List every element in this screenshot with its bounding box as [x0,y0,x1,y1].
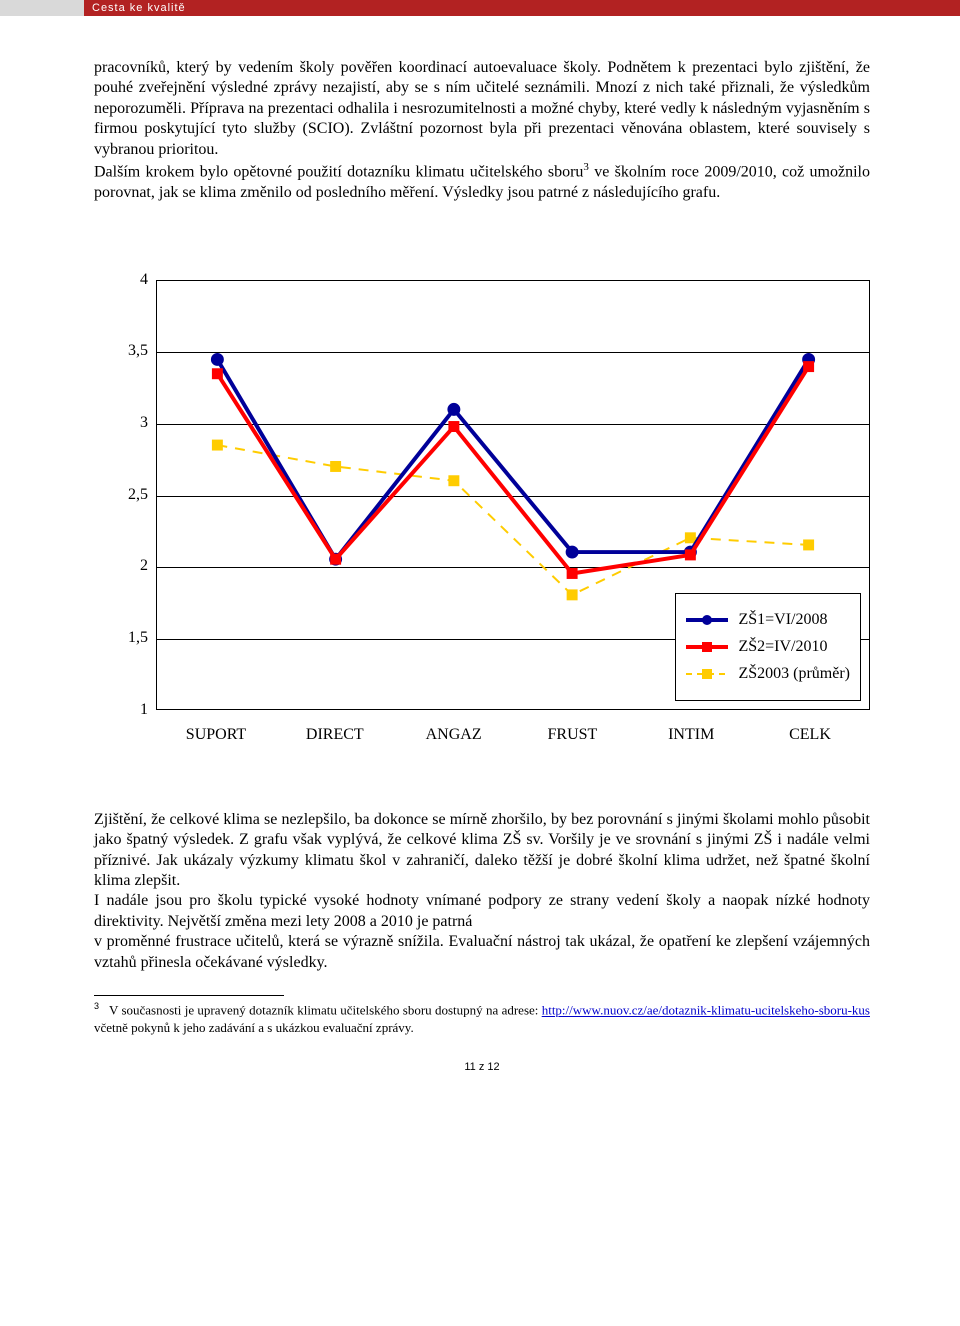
x-tick-label: CELK [789,726,831,744]
footnote-number: 3 [94,1001,99,1011]
legend-swatch [686,667,728,681]
series-marker [449,475,459,485]
header-bar: Cesta ke kvalitě [0,0,960,16]
paragraph-4: I nadále jsou pro školu typické vysoké h… [94,891,870,932]
series-marker [449,421,459,431]
chart-plot-area: ZŠ1=VI/2008 ZŠ2=IV/2010 ZŠ2003 (průměr) [156,280,870,710]
y-tick-label: 4 [140,271,148,289]
header-logo-block [0,0,84,16]
legend-row: ZŠ1=VI/2008 [686,611,850,629]
series-marker [804,540,814,550]
header-title: Cesta ke kvalitě [92,2,186,14]
series-marker [331,461,341,471]
x-tick-label: SUPORT [186,726,246,744]
page-content: pracovníků, který by vedením školy pověř… [0,18,960,1103]
series-marker [685,550,695,560]
series-marker [804,361,814,371]
legend-label: ZŠ1=VI/2008 [738,611,827,629]
series-marker [331,554,341,564]
series-marker [567,589,577,599]
footnote-3: 3 V současnosti je upravený dotazník kli… [94,1000,870,1036]
legend-label: ZŠ2=IV/2010 [738,638,827,656]
y-tick-label: 2 [140,557,148,575]
chart-container: 43,532,521,51 ZŠ1=VI/2008ZŠ2=IV/2010ZŠ20… [94,280,870,750]
x-tick-label: DIRECT [306,726,364,744]
y-tick-label: 3 [140,414,148,432]
footnote-link[interactable]: http://www.nuov.cz/ae/dotaznik-klimatu-u… [542,1003,870,1018]
series-line [217,359,808,559]
legend-label: ZŠ2003 (průměr) [738,665,850,683]
x-tick-label: ANGAZ [426,726,482,744]
y-tick-label: 1 [140,701,148,719]
series-line [217,366,808,573]
y-tick-label: 2,5 [128,486,148,504]
series-marker [685,532,695,542]
footnote-pre: V současnosti je upravený dotazník klima… [109,1003,542,1018]
paragraph-1-text: pracovníků, který by vedením školy pověř… [94,59,870,158]
chart-legend: ZŠ1=VI/2008 ZŠ2=IV/2010 ZŠ2003 (průměr) [675,593,861,701]
series-line [217,445,808,595]
series-marker [211,353,223,365]
legend-row: ZŠ2=IV/2010 [686,638,850,656]
paragraph-5: v proměnné frustrace učitelů, která se v… [94,932,870,973]
series-marker [566,546,578,558]
page-number: 11 z 12 [94,1061,870,1073]
paragraph-block-2: Zjištění, že celkové klima se nezlepšilo… [94,810,870,974]
y-tick-label: 1,5 [128,629,148,647]
footnote-post: včetně pokynů k jeho zadávání a s ukázko… [94,1020,414,1035]
series-marker [212,440,222,450]
x-tick-label: INTIM [668,726,714,744]
paragraph-3: Zjištění, že celkové klima se nezlepšilo… [94,810,870,892]
series-marker [567,568,577,578]
paragraph-2-pre: Dalším krokem bylo opětovné použití dota… [94,164,583,181]
series-marker [212,368,222,378]
legend-swatch [686,613,728,627]
series-marker [448,403,460,415]
x-tick-label: FRUST [547,726,597,744]
footnote-separator [94,995,284,996]
chart-x-axis: SUPORT DIRECT ANGAZ FRUST INTIM CELK [156,720,870,750]
paragraph-1: pracovníků, který by vedením školy pověř… [94,58,870,160]
paragraph-2: Dalším krokem bylo opětovné použití dota… [94,160,870,203]
y-tick-label: 3,5 [128,342,148,360]
chart-y-axis: 43,532,521,51 [94,280,156,750]
legend-row: ZŠ2003 (průměr) [686,665,850,683]
legend-swatch [686,640,728,654]
